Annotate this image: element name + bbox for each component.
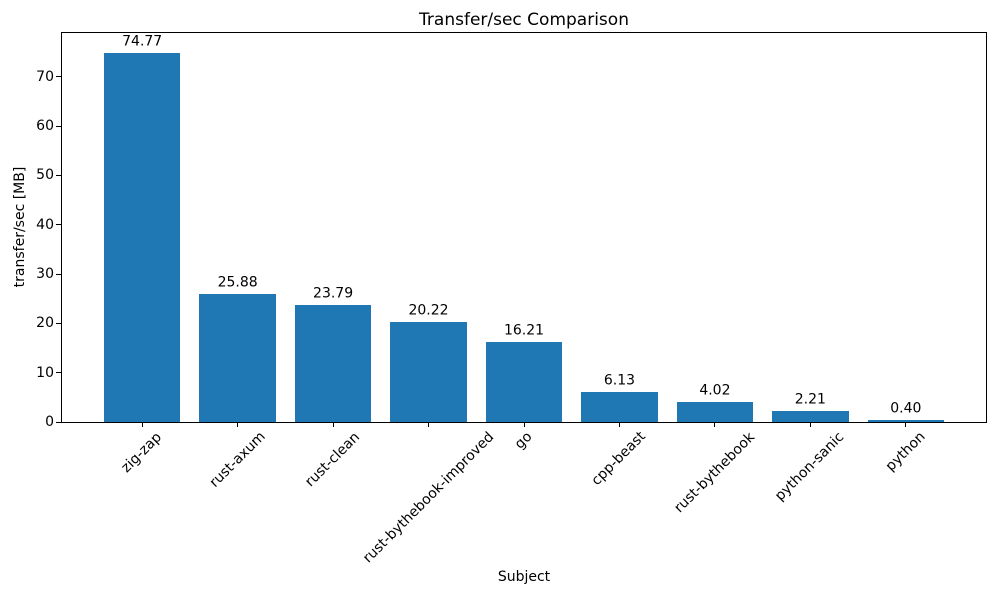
y-tick-label: 0 xyxy=(45,414,54,430)
x-axis-label: Subject xyxy=(497,569,551,585)
x-tick-label: rust-clean xyxy=(302,428,364,490)
y-tick-mark xyxy=(56,125,61,127)
bar-python xyxy=(867,420,944,422)
x-tick-label: python xyxy=(882,428,929,475)
x-tick-label: zig-zap xyxy=(118,428,166,476)
y-tick-label: 70 xyxy=(36,68,54,85)
bar-rust-axum xyxy=(199,294,276,422)
bar-value-label: 0.40 xyxy=(890,400,922,417)
chart-title: Transfer/sec Comparison xyxy=(419,10,629,30)
x-tick-label: rust-bythebook xyxy=(671,429,758,516)
y-tick-label: 10 xyxy=(36,364,54,381)
y-tick-mark xyxy=(56,76,61,78)
bar-value-label: 23.79 xyxy=(313,285,354,302)
x-tick-label: python-sanic xyxy=(772,428,848,505)
x-tick-mark xyxy=(237,422,239,427)
bar-value-label: 6.13 xyxy=(603,372,636,389)
x-tick-label: rust-axum xyxy=(206,429,269,492)
y-tick-label: 50 xyxy=(36,167,54,184)
bar-rust-clean xyxy=(294,304,372,422)
bar-rust-bythebook xyxy=(676,402,754,422)
x-tick-label: go xyxy=(511,428,536,453)
x-tick-mark xyxy=(714,422,716,427)
y-tick-mark xyxy=(56,273,61,275)
x-tick-mark xyxy=(332,422,334,427)
y-tick-mark xyxy=(56,224,61,226)
bar-value-label: 2.21 xyxy=(794,391,826,408)
bar-zig-zap xyxy=(104,53,181,422)
x-tick-mark xyxy=(809,422,811,427)
plot-area: 0 10 20 30 40 50 60 70 74.77 zig-zap 25.88 rust-axu… xyxy=(36,32,987,566)
y-tick-label: 20 xyxy=(36,315,54,332)
y-tick-mark xyxy=(56,421,61,423)
bar-python-sanic xyxy=(772,411,849,422)
x-tick-mark xyxy=(905,422,907,427)
bar-go xyxy=(485,342,563,422)
bar-value-label: 20.22 xyxy=(408,302,449,319)
bar-value-label: 4.02 xyxy=(699,382,731,399)
bar-value-label: 25.88 xyxy=(217,274,258,291)
y-tick-label: 60 xyxy=(36,118,54,135)
y-tick-label: 40 xyxy=(36,216,54,233)
y-tick-mark xyxy=(56,372,61,374)
x-tick-mark xyxy=(523,422,525,427)
x-tick-mark xyxy=(428,422,430,427)
bar-rust-bythebook-improved xyxy=(390,322,467,422)
x-tick-mark xyxy=(618,422,620,427)
y-tick-mark xyxy=(56,174,61,176)
bar-cpp-beast xyxy=(581,391,658,422)
y-tick-label: 30 xyxy=(36,266,54,283)
y-tick-mark xyxy=(56,322,61,324)
x-tick-label: rust-bythebook-improved xyxy=(359,428,497,567)
bar-value-label: 16.21 xyxy=(503,322,545,339)
x-tick-label: cpp-beast xyxy=(588,428,650,490)
x-tick-mark xyxy=(141,422,143,427)
bar-value-label: 74.77 xyxy=(122,33,163,50)
